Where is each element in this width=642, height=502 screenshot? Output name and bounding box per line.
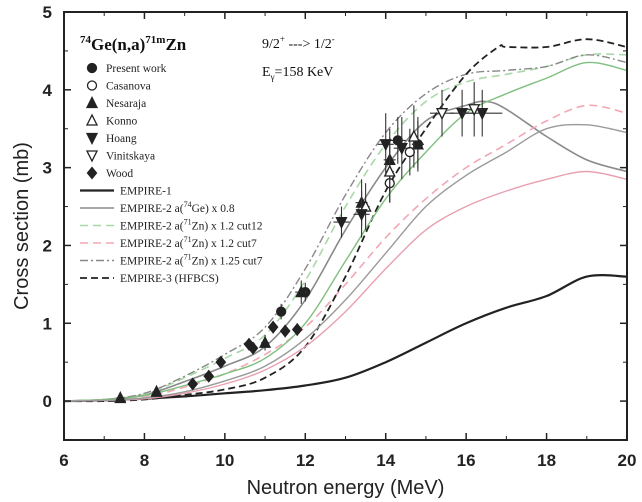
- spin-final-parity: -: [332, 34, 335, 44]
- legend-marker: [86, 80, 98, 91]
- data-point: [215, 355, 227, 369]
- data-point: [355, 209, 368, 222]
- legend-label: Hoang: [106, 133, 137, 145]
- legend-label-sup: 71: [184, 253, 192, 262]
- spin-initial: 9/2: [262, 37, 280, 52]
- legend-label: EMPIRE-2 a(71Zn) x 1.2 cut12: [120, 218, 263, 233]
- x-tick-label: 10: [215, 451, 234, 470]
- gamma-energy-label: Eγ=158 KeV: [262, 65, 333, 82]
- data-point: [335, 216, 348, 230]
- legend-label: EMPIRE-3 (HFBCS): [120, 273, 219, 285]
- spin-final: 1/2: [314, 37, 332, 52]
- legend-label-part: Zn) x 1.25 cut7: [192, 256, 263, 268]
- x-tick-label: 6: [59, 451, 68, 470]
- axis-ticks: [63, 11, 628, 441]
- data-point: [411, 137, 424, 150]
- y-axis-title: Cross section (mb): [11, 142, 33, 310]
- legend-label-part: EMPIRE-2 a(: [120, 256, 184, 268]
- data-point: [114, 391, 127, 404]
- data-point: [267, 320, 279, 334]
- legend-marker: [85, 132, 99, 145]
- data-point: [247, 341, 259, 355]
- legend-label: Casanova: [106, 81, 151, 93]
- legend-marker: [85, 150, 99, 163]
- reaction-product: Zn: [165, 35, 186, 54]
- data-point: [435, 108, 449, 121]
- spin-initial-parity: +: [280, 34, 285, 44]
- series-line-1: [64, 100, 627, 402]
- series-line-7: [64, 170, 627, 402]
- legend-marker: [85, 113, 99, 126]
- y-tick-label: 2: [43, 236, 52, 255]
- legend-label: Present work: [106, 63, 167, 75]
- reaction-product-mass: 71m: [145, 34, 165, 46]
- legend-marker: [86, 62, 98, 74]
- x-axis-title: Neutron energy (MeV): [247, 477, 445, 499]
- y-tick-label: 0: [43, 392, 52, 411]
- y-tick-label: 5: [43, 3, 52, 22]
- legend-label: Vinitskaya: [106, 151, 155, 163]
- series-line-5: [64, 38, 627, 403]
- legend-label-part: Ge) x 0.8: [192, 203, 235, 215]
- spin-arrow: --->: [285, 37, 314, 52]
- legend-label: EMPIRE-1: [120, 186, 172, 198]
- data-point: [383, 164, 396, 177]
- data-point: [476, 108, 489, 121]
- legend-label-sup: 71: [184, 235, 192, 244]
- legend-label: Wood: [106, 168, 133, 180]
- x-tick-label: 20: [618, 451, 637, 470]
- legend-label-part: EMPIRE-2 a(: [120, 221, 184, 233]
- legend-label-part: EMPIRE-2 a(: [120, 203, 184, 215]
- y-tick-label: 1: [43, 314, 52, 333]
- data-point: [150, 384, 163, 397]
- series-line-0: [64, 274, 627, 403]
- x-tick-label: 12: [296, 451, 315, 470]
- data-point: [279, 324, 291, 338]
- series-line-4: [64, 54, 627, 402]
- data-point: [468, 104, 481, 117]
- legend-label-sup: 74: [184, 200, 192, 209]
- chart-header: 74Ge(n,a)71mZn 9/2+ ---> 1/2- Eγ=158 KeV: [80, 34, 335, 82]
- x-tick-label: 18: [537, 451, 556, 470]
- reaction-mass-number: 74: [80, 34, 92, 46]
- legend-label: EMPIRE-2 a(71Zn) x 1.2 cut7: [120, 235, 257, 250]
- reaction-base: Ge(n,a): [91, 35, 145, 54]
- data-point: [276, 306, 287, 317]
- legend-label-part: Zn) x 1.2 cut7: [192, 238, 257, 250]
- reaction-label: 74Ge(n,a)71mZn: [80, 34, 187, 54]
- legend-label: EMPIRE-2 a(74Ge) x 0.8: [120, 200, 235, 215]
- data-point: [379, 139, 392, 152]
- legend-label: Nesaraja: [106, 98, 146, 110]
- x-tick-label: 14: [376, 451, 395, 470]
- series-line-2: [64, 53, 627, 402]
- x-tick-label: 16: [457, 451, 476, 470]
- legend-label-part: Zn) x 1.2 cut12: [192, 221, 263, 233]
- legend-label: Konno: [106, 116, 138, 128]
- experimental-points: [114, 82, 503, 404]
- spin-transition-label: 9/2+ ---> 1/2-: [262, 34, 335, 52]
- legend: Present work Casanova Nesaraja Konno Hoang Vi…: [80, 62, 263, 285]
- data-point: [187, 377, 199, 391]
- data-point: [291, 322, 303, 337]
- data-point: [295, 285, 308, 298]
- legend-label-part: EMPIRE-2 a(: [120, 238, 184, 250]
- legend-marker: [86, 166, 98, 180]
- gamma-energy-symbol: E: [262, 65, 271, 80]
- data-point: [203, 369, 215, 383]
- data-point: [259, 335, 272, 348]
- y-tick-label: 3: [43, 159, 52, 178]
- legend-label: EMPIRE-2 a(71Zn) x 1.25 cut7: [120, 253, 263, 268]
- data-point: [395, 143, 408, 156]
- gamma-energy-value: =158 KeV: [275, 65, 334, 80]
- legend-marker: [85, 96, 99, 109]
- data-point: [407, 129, 420, 142]
- y-tick-label: 4: [43, 81, 53, 100]
- x-tick-label: 8: [140, 451, 149, 470]
- legend-label-sup: 71: [184, 218, 192, 227]
- gamma-energy-subscript: γ: [270, 72, 275, 82]
